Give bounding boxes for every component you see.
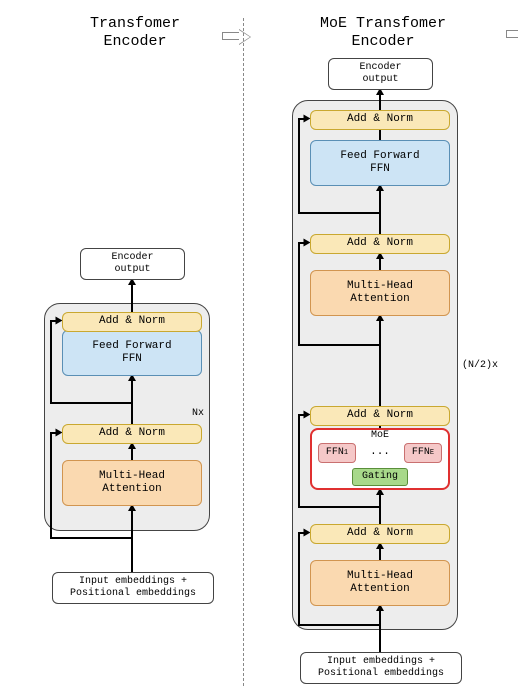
arrow: [379, 258, 381, 270]
arrow: [379, 548, 381, 560]
residual-line: [50, 433, 52, 538]
moe-ffn-1: FFN1: [318, 443, 356, 463]
left-repeat-label: Nx: [192, 408, 204, 419]
left-ffn: Feed Forward FFN: [62, 330, 202, 376]
left-multihead: Multi-Head Attention: [62, 460, 202, 506]
arrow: [131, 284, 133, 312]
right-repeat-label: (N/2)x: [462, 360, 498, 371]
left-encoder-output: Encoder output: [80, 248, 185, 280]
moe-ffn-e: FFNE: [404, 443, 442, 463]
left-title: Transfomer Encoder: [60, 15, 210, 51]
residual-line: [298, 624, 380, 626]
moe-label: MoE: [365, 430, 395, 442]
left-addnorm-2: Add & Norm: [62, 312, 202, 332]
residual-line: [50, 537, 132, 539]
right-title: MoE Transfomer Encoder: [293, 15, 473, 51]
arrow: [379, 320, 381, 406]
residual-line: [50, 402, 132, 404]
arrow: [379, 494, 381, 524]
arrow: [379, 610, 381, 652]
residual-line: [298, 119, 300, 213]
right-addnorm-4: Add & Norm: [310, 110, 450, 130]
moe-gating: Gating: [352, 468, 408, 486]
arrow: [131, 510, 133, 572]
right-encoder-output: Encoder output: [328, 58, 433, 90]
right-input-embeddings: Input embeddings + Positional embeddings: [300, 652, 462, 684]
right-ffn: Feed Forward FFN: [310, 140, 450, 186]
residual-line: [298, 533, 300, 625]
right-addnorm-2: Add & Norm: [310, 406, 450, 426]
moe-dots: ...: [362, 443, 398, 463]
left-addnorm-1: Add & Norm: [62, 424, 202, 444]
right-multihead-2: Multi-Head Attention: [310, 270, 450, 316]
residual-line: [298, 212, 380, 214]
vertical-divider: [243, 18, 244, 686]
right-multihead-1: Multi-Head Attention: [310, 560, 450, 606]
residual-line: [298, 243, 300, 345]
residual-line: [298, 344, 380, 346]
arrow: [131, 448, 133, 460]
residual-line: [298, 415, 300, 507]
residual-line: [298, 506, 380, 508]
right-addnorm-3: Add & Norm: [310, 234, 450, 254]
arrow: [379, 94, 381, 110]
left-input-embeddings: Input embeddings + Positional embeddings: [52, 572, 214, 604]
right-addnorm-1: Add & Norm: [310, 524, 450, 544]
residual-line: [50, 321, 52, 403]
